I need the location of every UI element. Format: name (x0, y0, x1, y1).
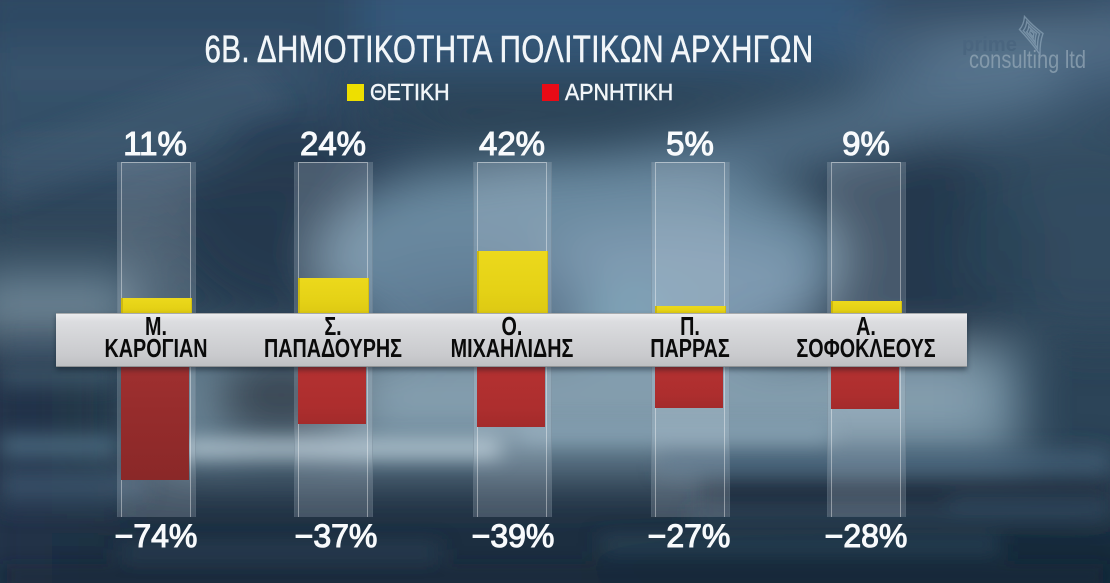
svg-text:consulting ltd: consulting ltd (969, 46, 1086, 74)
svg-text:prime: prime (962, 34, 1017, 56)
